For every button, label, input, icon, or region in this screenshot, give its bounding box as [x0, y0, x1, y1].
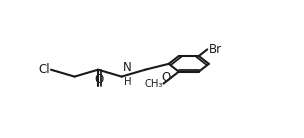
Text: Br: Br [209, 43, 222, 56]
Text: CH₃: CH₃ [144, 79, 163, 89]
Text: O: O [95, 73, 104, 86]
Text: N: N [123, 61, 131, 74]
Text: O: O [161, 71, 170, 84]
Text: Cl: Cl [38, 63, 50, 76]
Text: H: H [124, 77, 132, 87]
